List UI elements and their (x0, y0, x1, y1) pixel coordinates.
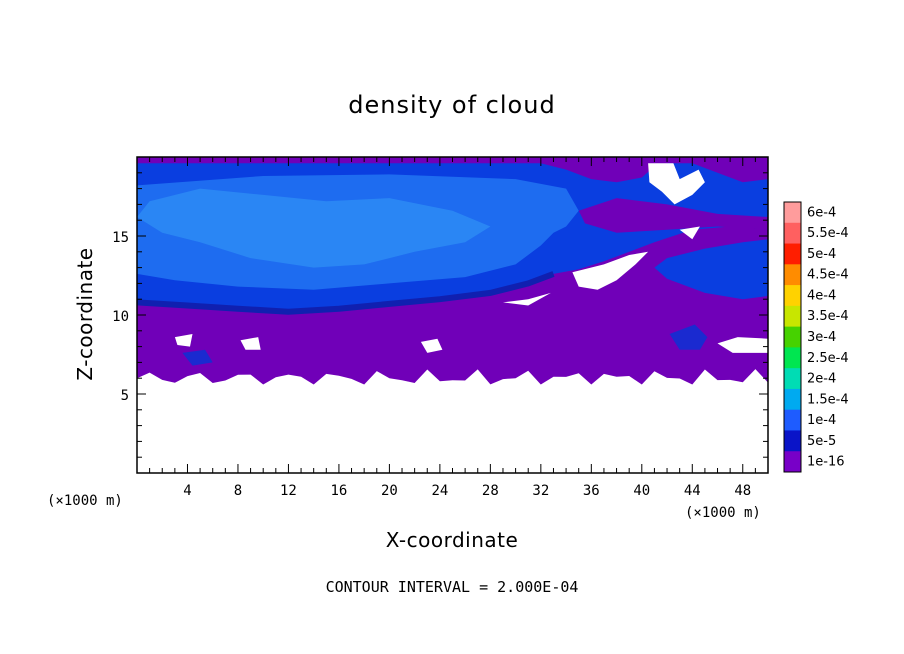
colorbar-swatch (784, 409, 801, 431)
x-unit-right: (×1000 m) (685, 505, 761, 521)
colorbar-swatch (784, 451, 801, 473)
colorbar-swatch (784, 430, 801, 452)
colorbar-label: 2.5e-4 (807, 351, 849, 366)
colorbar: 6e-4 5.5e-4 5e-4 4.5e-4 4e-4 3.5e-4 3e-4 2.5e-4… (783, 201, 849, 473)
clear-patch-6 (717, 337, 768, 353)
colorbar-swatch (784, 326, 801, 348)
x-tick-label: 32 (532, 483, 549, 499)
colorbar-swatch (784, 222, 801, 245)
colorbar-swatch (784, 285, 801, 307)
colorbar-label: 4.5e-4 (807, 268, 849, 283)
clear-patch-7 (240, 337, 261, 350)
colorbar-swatch (784, 305, 801, 328)
clear-patch-5 (174, 334, 193, 347)
x-tick-label: 12 (280, 483, 297, 499)
clear-patch-1 (648, 163, 705, 205)
clear-patch-3 (503, 292, 551, 306)
colorbar-swatch (784, 368, 801, 390)
clear-patch-2 (572, 251, 649, 290)
colorbar-swatch (784, 202, 801, 224)
x-tick-label: 28 (482, 483, 499, 499)
y-tick-label: 10 (112, 309, 129, 325)
y-tick-label: 5 (121, 388, 129, 404)
x-unit-left: (×1000 m) (47, 493, 123, 509)
y-axis: 5 10 15 (112, 172, 768, 458)
colorbar-label: 1.5e-4 (807, 392, 849, 407)
x-tick-label: 20 (381, 483, 398, 499)
colorbar-label: 5e-5 (807, 434, 836, 449)
contour-interval: CONTOUR INTERVAL = 2.000E-04 (326, 578, 579, 596)
x-axis-label: X-coordinate (386, 528, 519, 552)
clear-patch-4 (420, 338, 443, 353)
purple-streak (578, 198, 768, 233)
colorbar-label: 6e-4 (807, 205, 836, 220)
lightest-blue-layer (137, 188, 491, 268)
chart-title: density of cloud (348, 91, 555, 119)
colorbar-swatch (784, 243, 801, 265)
colorbar-label: 4e-4 (807, 288, 836, 303)
blue-blob-1 (669, 324, 708, 350)
x-tick-label: 8 (234, 483, 242, 499)
dark-blue-edge (137, 271, 555, 315)
clear-patch-8 (679, 226, 700, 240)
x-tick-label: 40 (633, 483, 650, 499)
y-axis-label: Z-coordinate (73, 247, 97, 380)
x-axis: 4 8 12 16 20 24 28 32 36 40 44 48 (149, 157, 756, 499)
x-tick-label: 16 (330, 483, 347, 499)
x-tick-label: 48 (734, 483, 751, 499)
colorbar-label: 5e-4 (807, 247, 836, 262)
colorbar-label: 5.5e-4 (807, 226, 849, 241)
colorbar-label: 3.5e-4 (807, 309, 849, 324)
colorbar-swatch (784, 347, 801, 369)
x-tick-label: 24 (431, 483, 448, 499)
x-tick-label: 44 (684, 483, 701, 499)
density-field (137, 157, 768, 473)
colorbar-label: 3e-4 (807, 330, 836, 345)
colorbar-label: 2e-4 (807, 372, 836, 387)
colorbar-swatch (784, 388, 801, 411)
blue-blob-2 (182, 349, 213, 366)
colorbar-frame (783, 201, 802, 473)
y-tick-label: 15 (112, 230, 129, 246)
colorbar-swatch (784, 264, 801, 286)
x-tick-label: 36 (583, 483, 600, 499)
colorbar-label: 1e-16 (807, 455, 845, 470)
colorbar-label: 1e-4 (807, 413, 836, 428)
x-tick-label: 4 (183, 483, 191, 499)
